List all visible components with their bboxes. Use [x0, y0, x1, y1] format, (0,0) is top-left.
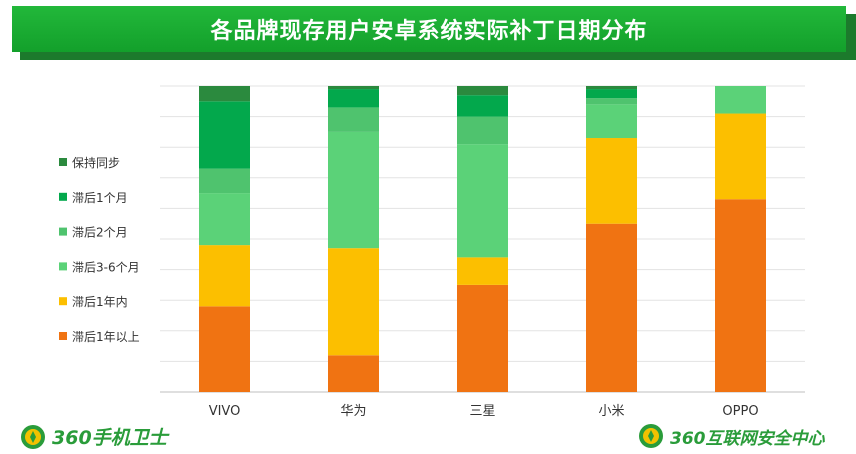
bar-segment — [328, 107, 379, 132]
bar-segment — [199, 245, 250, 307]
bar-segment — [586, 86, 637, 90]
legend-swatch — [59, 227, 67, 236]
legend-label: 滞后1个月 — [72, 191, 128, 205]
bar-segment — [199, 168, 250, 194]
shield-logo-icon — [21, 424, 45, 449]
legend-label: 保持同步 — [72, 155, 120, 170]
legend-swatch — [59, 332, 67, 340]
bar-segment — [586, 138, 637, 224]
legend-label: 滞后3-6个月 — [72, 260, 140, 274]
logo-right-text: 360互联网安全中心 — [670, 428, 825, 449]
bar-segment — [457, 116, 508, 145]
bar-segment — [199, 86, 250, 102]
bar-segment — [715, 113, 766, 200]
legend-swatch — [59, 192, 67, 201]
bar-segment — [586, 98, 637, 105]
chart-bars — [199, 86, 766, 392]
bar-segment — [586, 89, 637, 99]
logo-left-text: 360手机卫士 — [52, 427, 168, 449]
bar-segment — [586, 104, 637, 139]
x-tick-label: 华为 — [340, 404, 366, 419]
logo-360-security-center: 360互联网安全中心 — [638, 423, 825, 449]
shield-logo-icon — [639, 424, 663, 448]
bar-segment — [199, 306, 250, 392]
bar-segment — [457, 144, 508, 258]
x-axis-tick-labels: VIVO 华为 三星 小米 OPPO — [209, 404, 759, 419]
bar-segment — [457, 95, 508, 117]
x-tick-label: 小米 — [598, 404, 624, 419]
bar-segment — [457, 86, 508, 96]
bar-segment — [715, 199, 766, 392]
chart-title: 各品牌现存用户安卓系统实际补丁日期分布 — [210, 19, 648, 44]
legend-label: 滞后1年内 — [72, 295, 128, 309]
legend-label: 滞后1年以上 — [72, 330, 140, 344]
bar-segment — [199, 101, 250, 169]
bar-segment — [715, 86, 766, 114]
x-tick-label: VIVO — [209, 404, 241, 419]
bar-segment — [328, 131, 379, 249]
bar-segment — [328, 355, 379, 392]
bar-segment — [457, 257, 508, 285]
legend-label: 滞后2个月 — [72, 226, 128, 240]
logo-360-mobile-guard: 360手机卫士 — [20, 423, 168, 450]
legend-swatch — [59, 297, 67, 306]
bar-segment — [586, 223, 637, 392]
bar-segment — [328, 248, 379, 356]
bar-segment — [328, 86, 379, 90]
legend-swatch — [59, 158, 67, 166]
bar-segment — [457, 284, 508, 392]
x-tick-label: 三星 — [469, 404, 495, 419]
x-tick-label: OPPO — [722, 404, 758, 419]
bar-segment — [199, 193, 250, 246]
legend-swatch — [59, 262, 67, 271]
bar-segment — [328, 89, 379, 108]
title-bar: 各品牌现存用户安卓系统实际补丁日期分布 — [12, 6, 846, 52]
